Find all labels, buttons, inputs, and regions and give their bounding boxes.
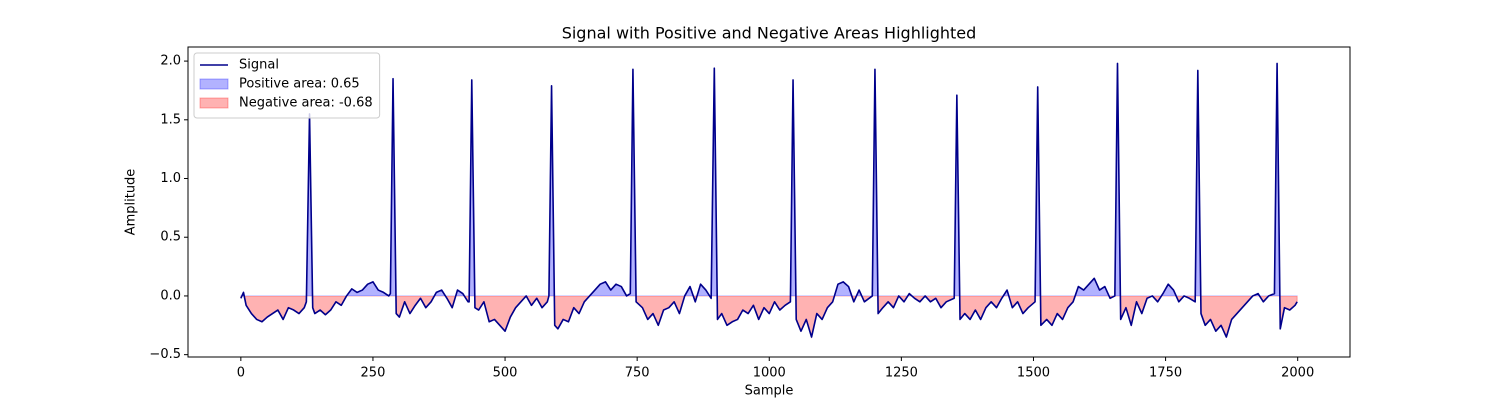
- y-tick-label: 1.0: [160, 171, 181, 186]
- legend-label: Negative area: -0.68: [239, 96, 373, 111]
- legend-label: Positive area: 0.65: [239, 77, 360, 92]
- x-tick-label: 1250: [885, 366, 918, 381]
- y-tick-label: 0.5: [160, 230, 181, 245]
- y-tick-label: −0.5: [149, 347, 181, 362]
- x-tick-label: 750: [625, 366, 650, 381]
- x-tick-label: 2000: [1281, 366, 1314, 381]
- chart-title: Signal with Positive and Negative Areas …: [562, 24, 977, 43]
- legend-label: Signal: [239, 58, 279, 73]
- y-axis-label: Amplitude: [124, 169, 139, 236]
- x-tick-label: 1750: [1149, 366, 1182, 381]
- x-tick-label: 1000: [753, 366, 786, 381]
- x-tick-label: 250: [361, 366, 386, 381]
- y-tick-label: 2.0: [160, 54, 181, 69]
- legend-swatch: [199, 97, 229, 109]
- signal-line: [240, 62, 1298, 338]
- x-tick-label: 0: [237, 366, 245, 381]
- y-tick-label: 1.5: [160, 112, 181, 127]
- legend-swatch: [199, 78, 229, 90]
- plot-area: 0 250 500 750 1000 1250 1500 1750 2000 −0.5 0.0 0.5…: [149, 46, 1351, 381]
- x-tick-label: 500: [493, 366, 518, 381]
- x-tick-label: 1500: [1017, 366, 1050, 381]
- legend-box: [193, 52, 381, 119]
- y-tick-label: 0.0: [160, 288, 181, 303]
- legend: Signal Positive area: 0.65 Negative area: …: [193, 52, 381, 119]
- x-axis-label: Sample: [745, 384, 794, 399]
